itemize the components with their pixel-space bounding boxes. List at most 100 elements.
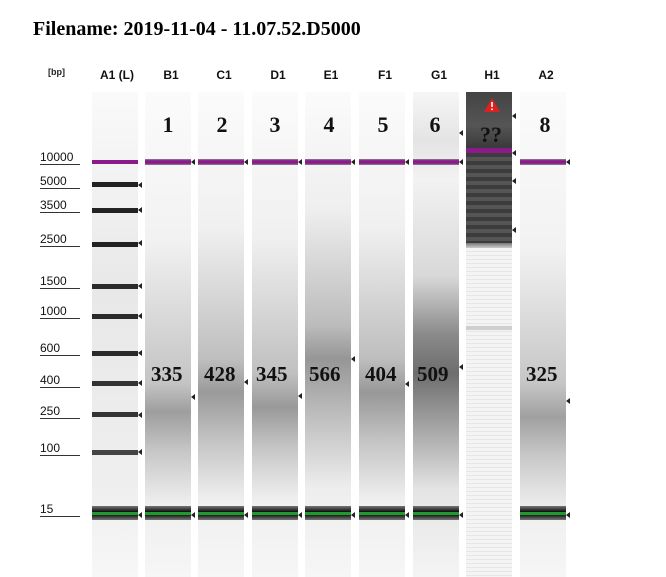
sample-number: 4: [323, 112, 335, 137]
lane-label-a2: A2: [538, 68, 554, 82]
marker-tick: [40, 288, 80, 289]
marker-tick: [40, 164, 80, 165]
marker-15: 15: [40, 502, 54, 516]
lane-label-g1: G1: [430, 68, 447, 82]
lower-marker-band: [252, 512, 298, 515]
gel-lane-f1: [359, 92, 405, 577]
peak-arrow: [405, 381, 409, 387]
lower-marker-band: [520, 512, 566, 515]
marker-tick: [40, 387, 80, 388]
peak-arrow: [138, 512, 142, 518]
marker-1500: 1500: [40, 274, 67, 288]
gel-lane-a1: [92, 92, 138, 577]
upper-marker-band: [520, 159, 566, 165]
sample-number: 1: [162, 112, 174, 137]
sample-number: 8: [539, 112, 551, 137]
peak-arrow: [298, 159, 302, 165]
marker-tick: [40, 418, 80, 419]
marker-tick: [40, 246, 80, 247]
peak-arrow: [351, 159, 355, 165]
sample-number: 3: [269, 112, 281, 137]
peak-arrow: [138, 449, 142, 455]
gel-lane-a2: [520, 92, 566, 577]
peak-arrow: [566, 512, 570, 518]
peak-arrow: [138, 412, 142, 418]
peak-arrow: [512, 178, 516, 184]
warning-triangle-icon: [484, 98, 500, 112]
lane-label-c1: C1: [216, 68, 232, 82]
lane-label-f1: F1: [377, 68, 392, 82]
gel-lane-g1: [413, 92, 459, 577]
marker-tick: [40, 318, 80, 319]
bp-axis-label: [bp]: [48, 67, 65, 77]
gel-lane-b1: [145, 92, 191, 577]
marker-3500: 3500: [40, 198, 67, 212]
marker-600: 600: [40, 341, 61, 355]
fragment-size-label: 428: [204, 362, 236, 386]
marker-250: 250: [40, 404, 61, 418]
ladder-band: [92, 314, 138, 319]
marker-10000: 10000: [40, 150, 74, 164]
peak-arrow: [566, 159, 570, 165]
peak-arrow: [351, 512, 355, 518]
fragment-size-label: 325: [526, 362, 558, 386]
marker-tick: [40, 188, 80, 189]
marker-100: 100: [40, 441, 61, 455]
peak-arrow: [512, 227, 516, 233]
upper-marker-band: [359, 159, 405, 165]
peak-arrow: [459, 512, 463, 518]
filename-title: Filename: 2019-11-04 - 11.07.52.D5000: [33, 18, 361, 40]
dark-smear-top: [466, 92, 512, 148]
lower-marker-band: [145, 512, 191, 515]
peak-arrow: [138, 283, 142, 289]
marker-1000: 1000: [40, 304, 67, 318]
sample-number: 2: [216, 112, 228, 137]
sample-number: 5: [377, 112, 389, 137]
lower-marker-band: [92, 512, 138, 515]
marker-tick: [40, 516, 80, 517]
marker-tick: [40, 355, 80, 356]
ladder-band: [92, 284, 138, 289]
peak-arrow: [459, 130, 463, 136]
marker-5000: 5000: [40, 174, 67, 188]
peak-arrow: [244, 159, 248, 165]
peak-arrow: [244, 512, 248, 518]
upper-marker-band: [198, 159, 244, 165]
peak-arrow: [566, 398, 570, 404]
lower-marker-band: [198, 512, 244, 515]
upper-marker-band: [305, 159, 351, 165]
faint-band: [466, 326, 512, 330]
peak-arrow: [138, 182, 142, 188]
ladder-band: [92, 242, 138, 247]
peak-arrow: [405, 159, 409, 165]
peak-arrow: [405, 512, 409, 518]
peak-arrow: [191, 512, 195, 518]
peak-arrow: [351, 356, 355, 362]
lane-label-h1: H1: [484, 68, 500, 82]
sample-number: ??: [480, 122, 502, 147]
lane-label-b1: B1: [163, 68, 179, 82]
ladder-band: [92, 182, 138, 187]
fragment-size-label: 566: [309, 362, 341, 386]
peak-arrow: [298, 393, 302, 399]
peak-arrow: [138, 313, 142, 319]
peak-arrow: [138, 207, 142, 213]
upper-marker-band: [92, 160, 138, 164]
ladder-band: [92, 381, 138, 386]
peak-arrow: [191, 159, 195, 165]
peak-arrow: [191, 394, 195, 400]
peak-arrow: [459, 159, 463, 165]
marker-tick: [40, 212, 80, 213]
lane-label-d1: D1: [270, 68, 286, 82]
peak-arrow: [512, 150, 516, 156]
marker-tick: [40, 455, 80, 456]
peak-arrow: [298, 512, 302, 518]
peak-arrow: [244, 379, 248, 385]
ladder-band: [92, 208, 138, 213]
peak-arrow: [138, 240, 142, 246]
peak-arrow: [459, 364, 463, 370]
fragment-size-label: 404: [365, 362, 397, 386]
peak-arrow: [138, 350, 142, 356]
marker-400: 400: [40, 373, 61, 387]
marker-2500: 2500: [40, 232, 67, 246]
